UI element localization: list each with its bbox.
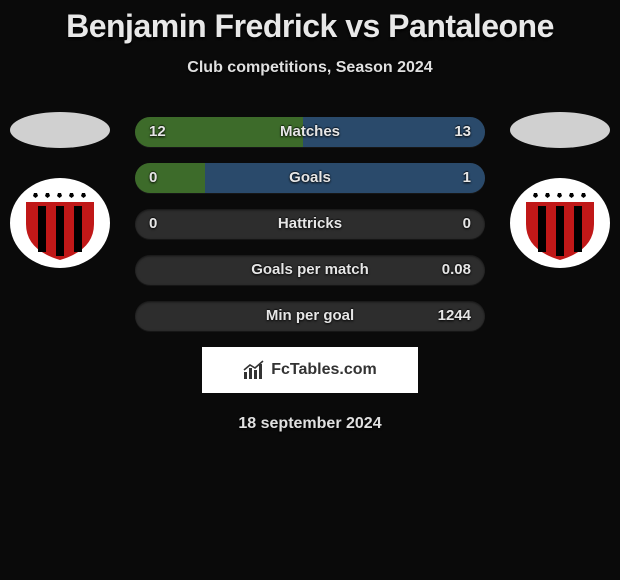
stat-row: Min per goal1244 bbox=[135, 301, 485, 331]
stat-row: 0Hattricks0 bbox=[135, 209, 485, 239]
shield-icon bbox=[22, 184, 98, 262]
player-right-column bbox=[510, 112, 610, 268]
stat-label: Hattricks bbox=[135, 209, 485, 239]
subtitle: Club competitions, Season 2024 bbox=[0, 59, 620, 77]
stat-value-right: 1244 bbox=[438, 301, 471, 331]
bars-icon bbox=[243, 360, 267, 380]
brand-box: FcTables.com bbox=[202, 347, 418, 393]
shield-icon bbox=[522, 184, 598, 262]
stat-value-right: 13 bbox=[454, 117, 471, 147]
stat-value-right: 1 bbox=[463, 163, 471, 193]
stat-value-right: 0.08 bbox=[442, 255, 471, 285]
date-line: 18 september 2024 bbox=[0, 415, 620, 433]
page-title: Benjamin Fredrick vs Pantaleone bbox=[0, 0, 620, 45]
player-left-column bbox=[10, 112, 110, 268]
stat-label: Goals bbox=[135, 163, 485, 193]
stat-label: Min per goal bbox=[135, 301, 485, 331]
club-badge-right bbox=[510, 178, 610, 268]
player-right-placeholder bbox=[510, 112, 610, 148]
stat-value-right: 0 bbox=[463, 209, 471, 239]
club-badge-left bbox=[10, 178, 110, 268]
stat-row: Goals per match0.08 bbox=[135, 255, 485, 285]
stat-label: Goals per match bbox=[135, 255, 485, 285]
brand-text: FcTables.com bbox=[271, 361, 377, 379]
stat-label: Matches bbox=[135, 117, 485, 147]
stat-rows: 12Matches130Goals10Hattricks0Goals per m… bbox=[135, 117, 485, 331]
stat-row: 0Goals1 bbox=[135, 163, 485, 193]
stat-row: 12Matches13 bbox=[135, 117, 485, 147]
player-left-placeholder bbox=[10, 112, 110, 148]
